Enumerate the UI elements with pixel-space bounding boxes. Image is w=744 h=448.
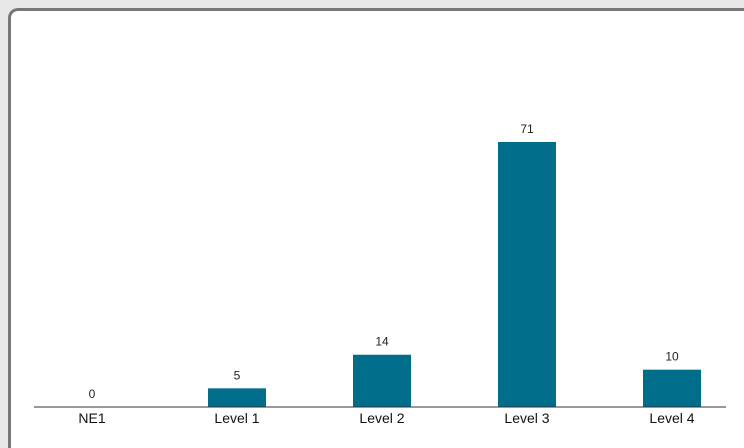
category-label: Level 3 <box>504 410 549 426</box>
category-label: Level 2 <box>359 410 404 426</box>
value-labels-group: 0 5 14 71 10 <box>89 122 679 401</box>
category-label: Level 4 <box>649 410 694 426</box>
bars-group <box>208 142 701 407</box>
value-label: 14 <box>375 335 389 349</box>
value-label: 5 <box>234 368 241 382</box>
bar-level-3 <box>498 142 556 407</box>
bar-level-4 <box>643 369 701 407</box>
bar-level-2 <box>353 354 411 407</box>
value-label: 10 <box>665 350 679 364</box>
value-label: 0 <box>89 387 96 401</box>
value-label: 71 <box>520 122 534 136</box>
category-label: NE1 <box>78 410 105 426</box>
category-labels-group: NE1 Level 1 Level 2 Level 3 Level 4 <box>78 410 694 426</box>
bar-level-1 <box>208 388 266 407</box>
category-label: Level 1 <box>214 410 259 426</box>
